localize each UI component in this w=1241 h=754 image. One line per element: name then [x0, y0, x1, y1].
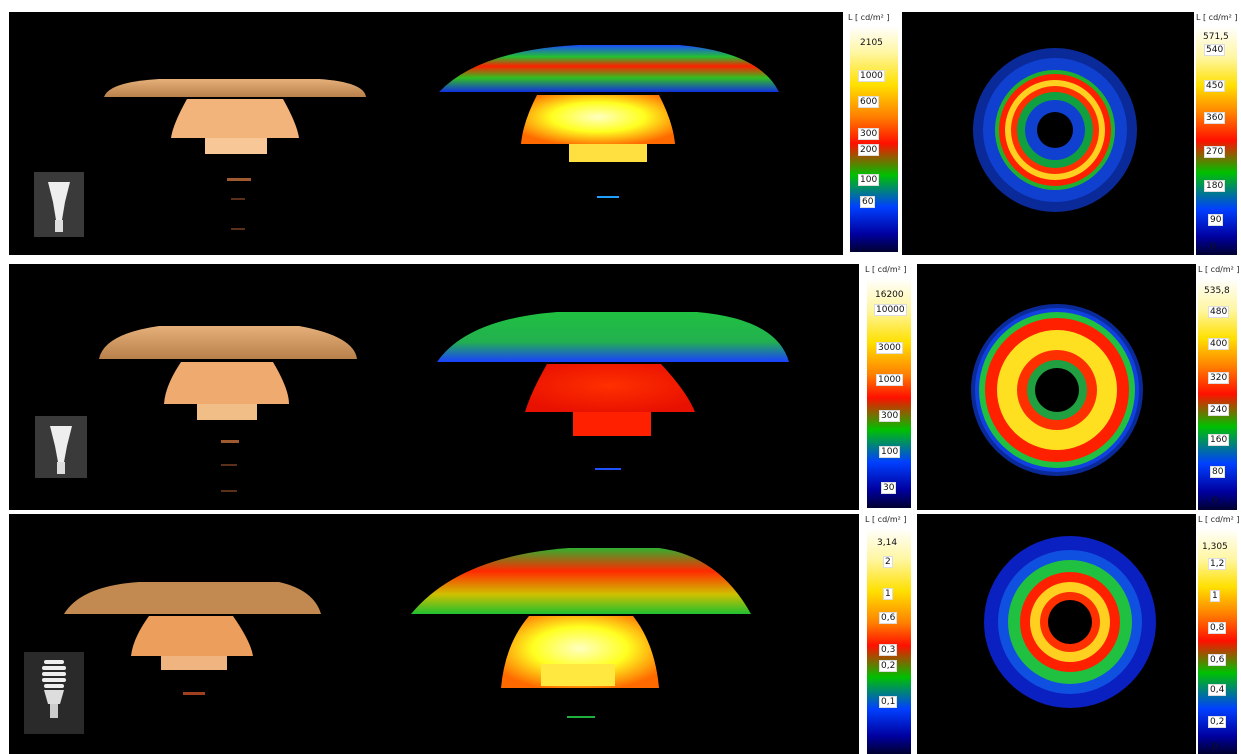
scale-tick: 0: [1212, 496, 1218, 506]
lamp-middle-shade: [171, 99, 299, 138]
color-gradient: [867, 278, 911, 508]
scale-max: 16200: [875, 290, 904, 300]
scale-tick: 240: [1208, 404, 1230, 416]
scale-tick: 60: [860, 196, 876, 208]
scale-tick: 3000: [876, 342, 903, 354]
luminance-scale-row3-left: L [ cd/m² ] 3,14 2 1 0,6 0,3 0,2 0,1: [863, 514, 915, 754]
lamp-middle-shade: [131, 616, 253, 656]
lamp-top-shade: [99, 326, 357, 359]
shade-bottom-heatmap: [569, 144, 647, 162]
scale-tick: 30: [881, 482, 897, 494]
bulb-cfl-spiral-icon: [24, 652, 84, 734]
scale-tick: 1000: [858, 70, 885, 82]
scale-tick: 0,6: [879, 612, 898, 624]
scale-tick: 0,8: [1208, 622, 1227, 634]
luminance-scale-row3-right: L [ cd/m² ] 1,305 1,2 1 0,8 0,6 0,4 0,2 …: [1196, 514, 1240, 754]
scale-tick: 450: [1204, 80, 1226, 92]
scale-max: 571,5: [1203, 32, 1229, 42]
scale-unit: L [ cd/m² ]: [865, 515, 907, 524]
luminance-scale-row2-right: L [ cd/m² ] 535,8 480 400 320 240 160 80…: [1196, 264, 1240, 510]
scale-tick: 360: [1204, 112, 1226, 124]
scale-tick: 1000: [876, 374, 903, 386]
scale-unit: L [ cd/m² ]: [865, 265, 907, 274]
luminance-scale-row1-right: L [ cd/m² ] 571,5 540 450 360 270 180 90…: [1194, 12, 1239, 255]
false-color-lamp-row2: [397, 264, 859, 510]
scale-tick: 0: [1212, 742, 1218, 752]
lamp-top-shade: [64, 582, 321, 614]
lamp-bottom-shade: [205, 138, 267, 154]
scale-unit: L [ cd/m² ]: [848, 13, 890, 22]
scale-max: 3,14: [877, 538, 898, 548]
scale-max: 2105: [860, 38, 883, 48]
scale-tick: 100: [879, 446, 901, 458]
scale-tick: 600: [858, 96, 880, 108]
scale-tick: 540: [1204, 44, 1226, 56]
shade-middle-heatmap: [501, 616, 659, 688]
lamp-top-shade: [104, 79, 366, 97]
shade-top-heatmap: [411, 548, 751, 614]
false-color-disc-row1: [902, 12, 1194, 255]
shade-middle-heatmap: [521, 95, 675, 144]
scale-tick: 270: [1204, 146, 1226, 158]
scale-tick: 0,2: [1208, 716, 1227, 728]
scale-tick: 200: [858, 144, 880, 156]
scale-tick: 80: [1210, 466, 1226, 478]
false-color-disc-row3: [917, 514, 1196, 754]
false-color-lamp-row3: [409, 514, 859, 754]
scale-tick: 400: [1208, 338, 1230, 350]
photo-panel-row3: [9, 514, 409, 754]
scale-tick: 10000: [874, 304, 907, 316]
scale-tick: 1: [1210, 590, 1220, 602]
lamp-bottom-shade: [161, 656, 227, 670]
scale-max: 1,305: [1202, 542, 1228, 552]
scale-tick: 0,3: [879, 644, 898, 656]
scale-tick: 2: [883, 556, 893, 568]
shade-top-heatmap: [437, 312, 789, 362]
shade-middle-heatmap: [525, 364, 695, 412]
shade-bottom-heatmap: [541, 664, 615, 686]
lamp-middle-shade: [164, 362, 289, 404]
scale-tick: 0: [1210, 242, 1216, 252]
scale-tick: 1: [883, 588, 893, 600]
scale-tick: 300: [879, 410, 901, 422]
lamp-bottom-shade: [197, 404, 257, 420]
false-color-disc-row2: [917, 264, 1196, 510]
luminance-scale-row2-left: L [ cd/m² ] 16200 10000 3000 1000 300 10…: [863, 264, 915, 510]
scale-unit: L [ cd/m² ]: [1196, 13, 1238, 22]
scale-tick: 1,2: [1208, 558, 1227, 570]
luminance-scale-row1-left: L [ cd/m² ] 2105 1000 600 300 200 100 60: [846, 12, 902, 255]
scale-tick: 320: [1208, 372, 1230, 384]
scale-unit: L [ cd/m² ]: [1198, 265, 1240, 274]
photo-panel-row1: [9, 12, 409, 255]
scale-tick: 100: [858, 174, 880, 186]
shade-top-heatmap: [439, 45, 779, 92]
scale-tick: 90: [1208, 214, 1224, 226]
bulb-led-icon: [35, 416, 87, 478]
photo-panel-row2: [9, 264, 397, 510]
false-color-lamp-row1: [409, 12, 843, 255]
scale-tick: 0,1: [879, 696, 898, 708]
scale-tick: 0,2: [879, 660, 898, 672]
scale-tick: 0,4: [1208, 684, 1227, 696]
scale-unit: L [ cd/m² ]: [1198, 515, 1240, 524]
scale-tick: 300: [858, 128, 880, 140]
scale-tick: 480: [1208, 306, 1230, 318]
scale-tick: 160: [1208, 434, 1230, 446]
scale-max: 535,8: [1204, 286, 1230, 296]
shade-bottom-heatmap: [573, 412, 651, 436]
bulb-led-icon: [34, 172, 84, 237]
scale-tick: 180: [1204, 180, 1226, 192]
scale-tick: 0,6: [1208, 654, 1227, 666]
